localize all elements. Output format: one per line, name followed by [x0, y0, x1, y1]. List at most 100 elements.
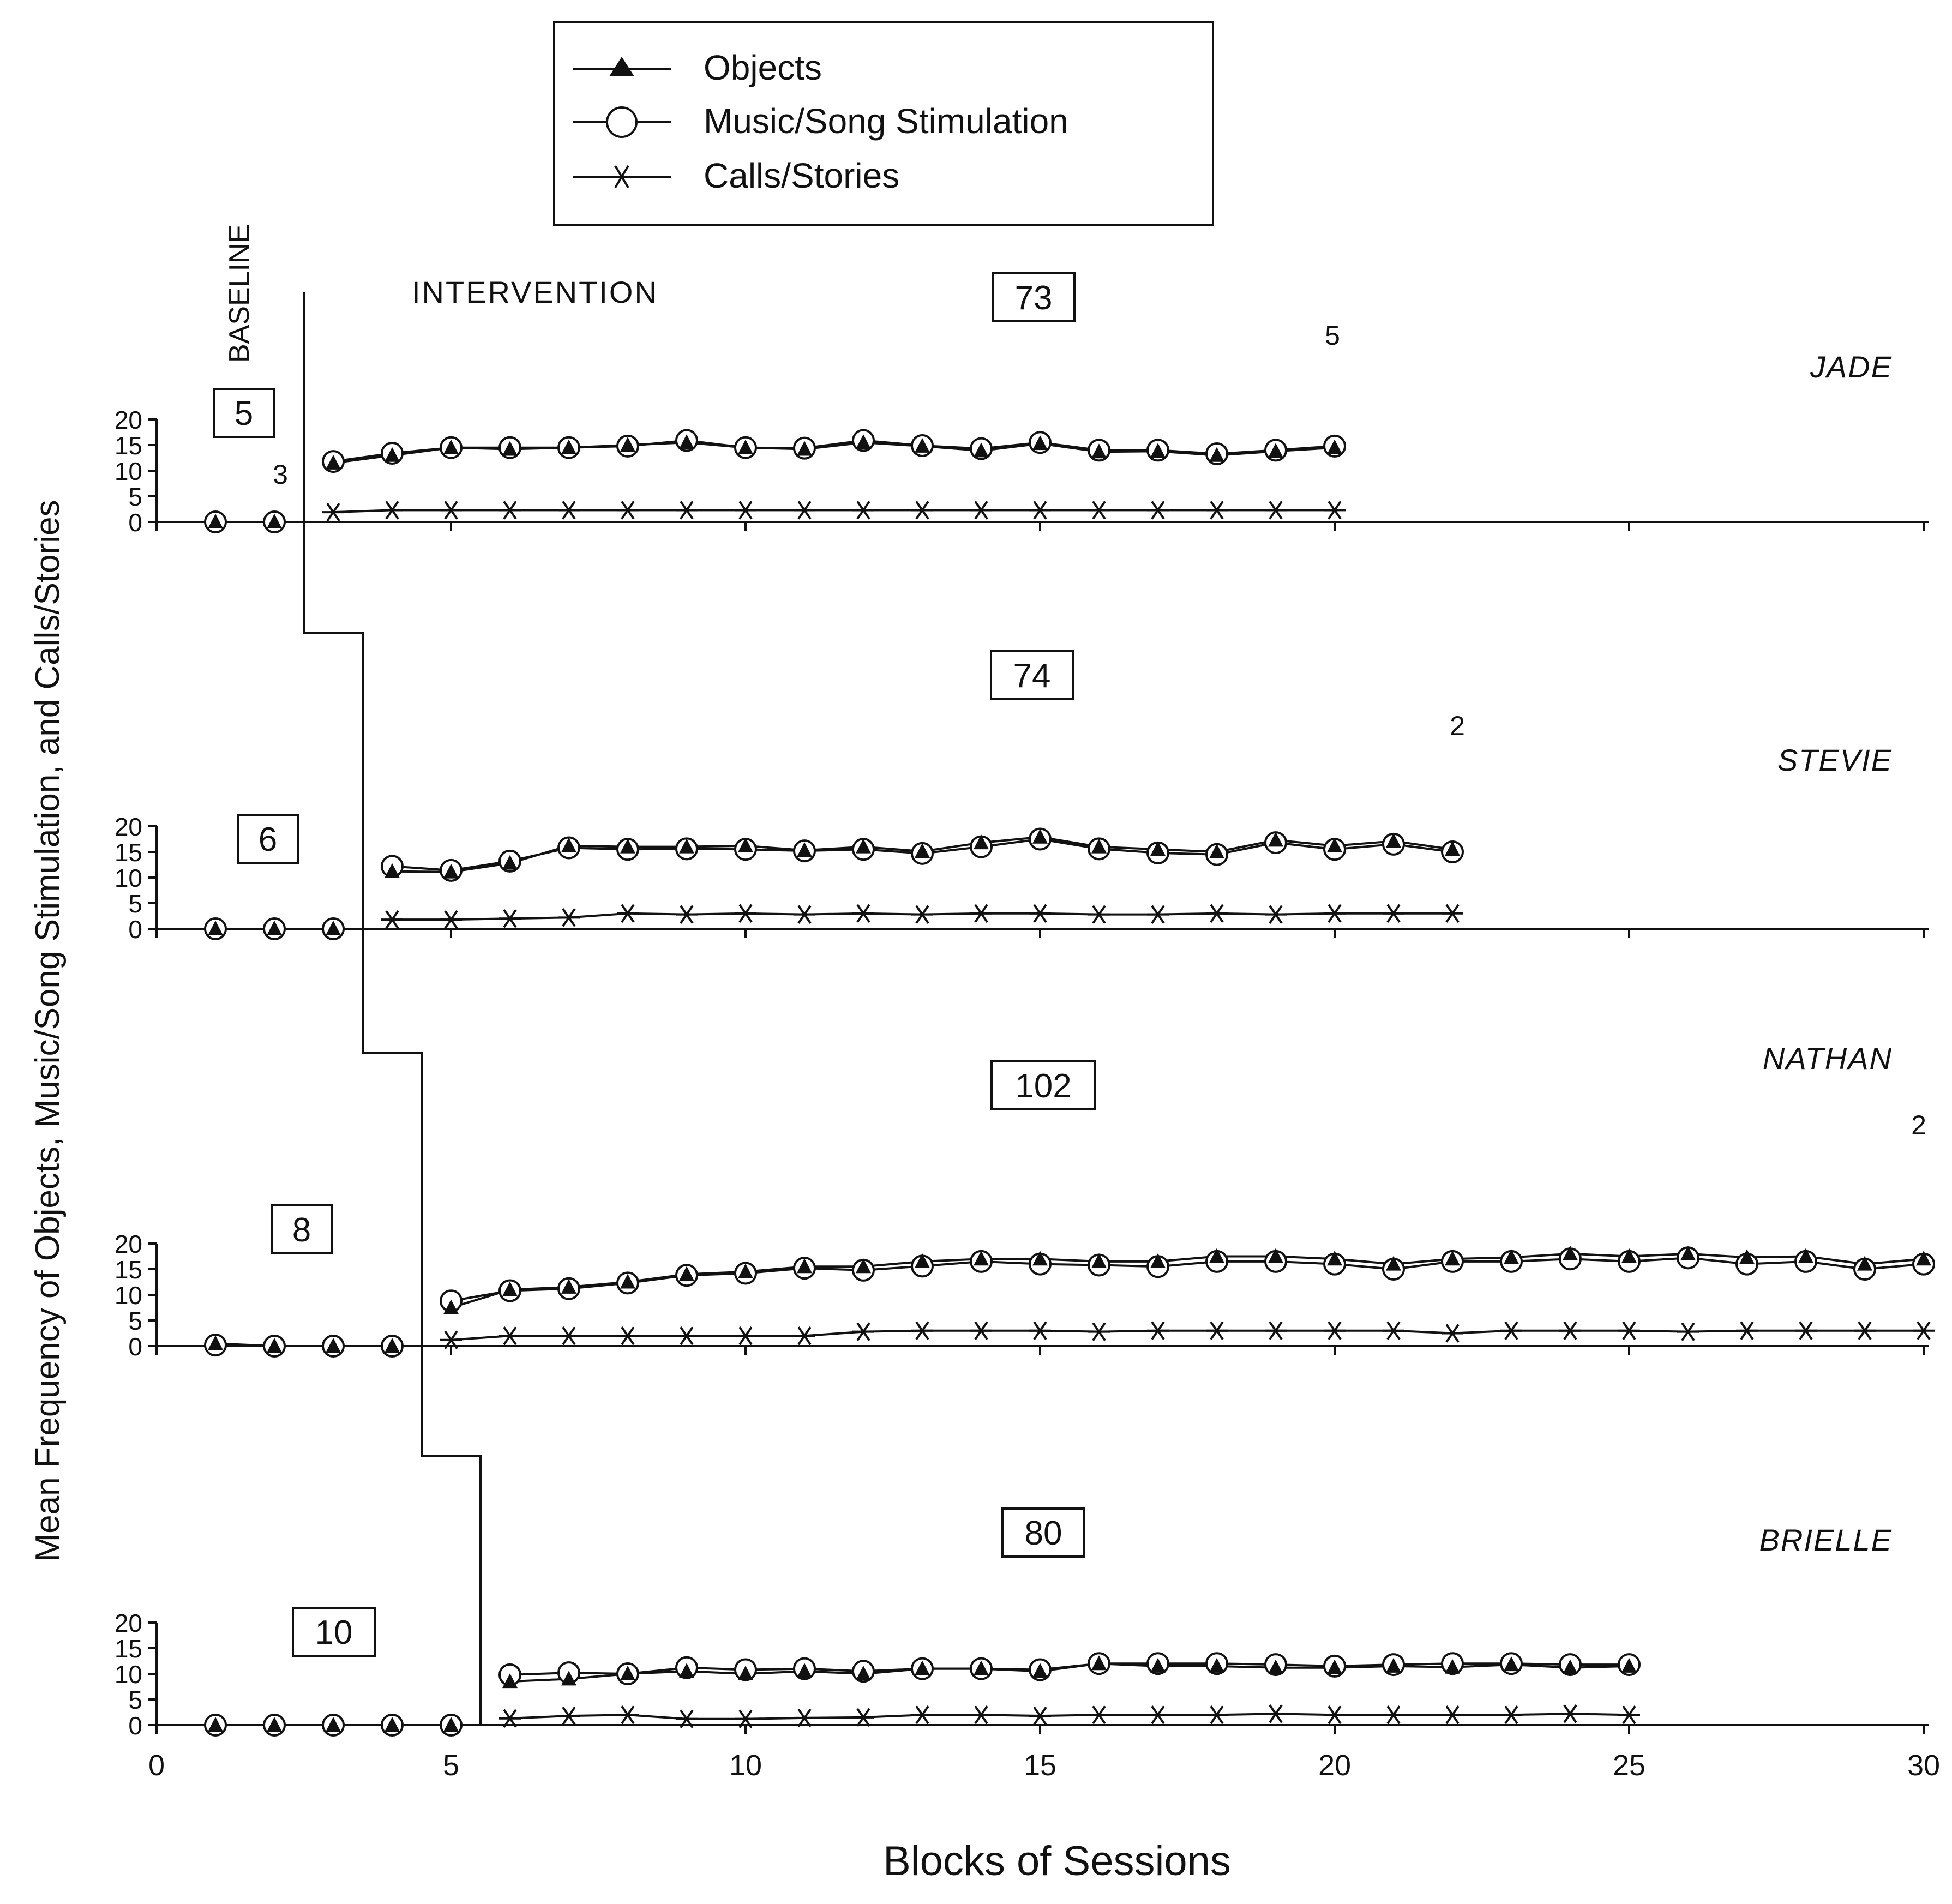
- asterisk-stroke: [1151, 905, 1165, 924]
- asterisk-stroke: [503, 501, 517, 520]
- end-note: 2: [1450, 711, 1465, 741]
- asterisk-stroke: [1563, 1704, 1577, 1723]
- objects-point: [385, 1717, 400, 1732]
- y-tick-label: 15: [115, 838, 142, 867]
- asterisk-stroke: [1151, 1705, 1165, 1725]
- asterisk-stroke: [621, 501, 635, 520]
- asterisk-stroke: [503, 1709, 517, 1728]
- asterisk-stroke: [915, 1705, 929, 1725]
- calls-point: [1736, 1321, 1758, 1340]
- asterisk-stroke: [621, 1326, 635, 1346]
- asterisk-stroke: [1033, 904, 1047, 923]
- calls-point: [499, 909, 521, 928]
- calls-point: [381, 501, 403, 520]
- objects-point: [1209, 1657, 1224, 1673]
- objects-point: [1327, 1659, 1342, 1674]
- calls-point: [735, 904, 756, 923]
- calls-point: [617, 1326, 639, 1346]
- objects-point: [561, 1278, 576, 1294]
- calls-point: [1383, 904, 1404, 923]
- asterisk-stroke: [1092, 501, 1106, 520]
- objects-point: [1386, 833, 1401, 848]
- objects-point: [561, 1671, 576, 1686]
- asterisk-stroke: [1917, 1321, 1931, 1340]
- objects-point: [679, 1266, 694, 1281]
- asterisk-stroke: [797, 1708, 812, 1727]
- calls-point: [1795, 1321, 1817, 1340]
- objects-point: [326, 1717, 341, 1732]
- calls-point: [1088, 501, 1110, 520]
- objects-point: [1150, 443, 1166, 458]
- asterisk-stroke: [680, 1709, 694, 1728]
- calls-point: [1383, 1321, 1404, 1340]
- participant-name: BRIELLE: [1759, 1523, 1893, 1557]
- objects-point: [385, 863, 400, 878]
- y-tick-label: 20: [115, 813, 142, 841]
- calls-point: [970, 904, 992, 923]
- asterisk-stroke: [1328, 501, 1342, 520]
- baseline-note: 3: [273, 459, 288, 490]
- objects-point: [856, 1258, 871, 1274]
- intervention-box: [990, 1060, 1096, 1110]
- calls-point: [1206, 1705, 1228, 1725]
- y-tick-label: 10: [115, 1281, 142, 1310]
- asterisk-stroke: [738, 1326, 753, 1346]
- baseline-phase-label: BASELINE: [224, 224, 255, 363]
- baseline-box: [271, 1204, 333, 1254]
- asterisk-stroke: [1386, 1705, 1401, 1725]
- y-tick-label: 20: [115, 1609, 142, 1637]
- baseline-box-label: 8: [292, 1211, 311, 1249]
- objects-point: [1268, 1659, 1283, 1674]
- phase-change-line: [303, 292, 482, 1725]
- calls-point: [794, 1708, 815, 1727]
- objects-point: [1739, 1249, 1755, 1264]
- asterisk-stroke: [385, 910, 399, 929]
- objects-point: [1032, 1251, 1048, 1266]
- calls-point: [970, 1321, 992, 1340]
- legend: Objects Music/Song Stimulation Calls/Sto…: [553, 21, 1214, 226]
- legend-label-calls: Calls/Stories: [704, 156, 899, 195]
- intervention-box-label: 102: [1015, 1067, 1071, 1105]
- objects-point: [1032, 435, 1048, 451]
- y-tick-label: 5: [128, 1307, 142, 1335]
- asterisk-stroke: [1210, 1705, 1224, 1725]
- asterisk-stroke: [1033, 501, 1047, 520]
- calls-point: [676, 1709, 698, 1728]
- calls-point: [1913, 1321, 1935, 1340]
- asterisk-stroke: [856, 1708, 870, 1727]
- objects-point: [620, 1274, 635, 1289]
- asterisk-stroke: [856, 904, 870, 923]
- asterisk-stroke: [738, 501, 753, 520]
- objects-point: [1150, 841, 1166, 856]
- calls-point: [499, 1326, 521, 1346]
- calls-point: [558, 501, 580, 520]
- objects-point: [1268, 832, 1283, 847]
- calls-point: [381, 910, 403, 929]
- asterisk-stroke: [444, 501, 458, 520]
- objects-point: [208, 1335, 223, 1350]
- calls-point: [852, 1322, 874, 1341]
- calls-point: [794, 1326, 815, 1346]
- y-tick-label: 15: [115, 431, 142, 460]
- y-tick-label: 0: [128, 1332, 142, 1361]
- objects-point: [679, 838, 694, 854]
- intervention-phase-label: INTERVENTION: [412, 275, 658, 309]
- calls-point: [1147, 1321, 1169, 1340]
- calls-point: [852, 1708, 874, 1727]
- legend-entry-calls: Calls/Stories: [573, 156, 899, 195]
- calls-point: [970, 501, 992, 520]
- objects-point: [502, 441, 518, 456]
- calls-point: [558, 908, 580, 927]
- asterisk-stroke: [797, 501, 812, 520]
- y-axis-title: Mean Frequency of Objects, Music/Song St…: [29, 500, 67, 1561]
- objects-point: [974, 1251, 989, 1266]
- objects-point: [1504, 1656, 1519, 1672]
- objects-point: [620, 838, 635, 854]
- calls-point: [1029, 1706, 1051, 1726]
- objects-point: [797, 441, 812, 456]
- asterisk-stroke: [562, 501, 576, 520]
- x-tick-label: 25: [1613, 1749, 1645, 1782]
- asterisk-stroke: [1092, 905, 1106, 924]
- asterisk-stroke: [974, 904, 988, 923]
- asterisk-stroke: [1445, 1324, 1460, 1343]
